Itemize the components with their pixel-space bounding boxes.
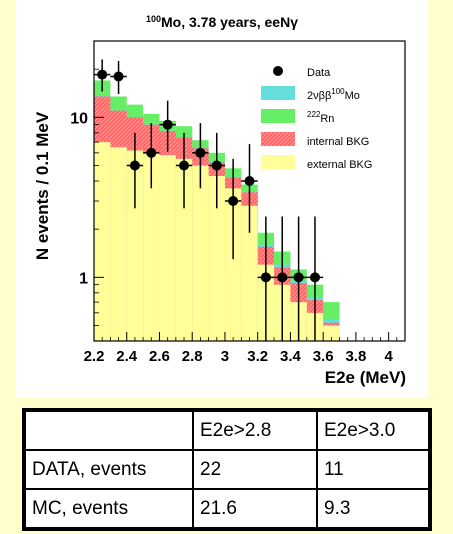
- data-point: [228, 195, 239, 206]
- y-tick-label: 1: [79, 270, 88, 287]
- table-header-cell: E2e>3.0: [316, 409, 431, 451]
- table-cell: 21.6: [192, 488, 318, 530]
- histogram-bar: [208, 175, 225, 341]
- data-point: [97, 69, 108, 80]
- data-point: [309, 272, 320, 283]
- data-point: [244, 176, 255, 187]
- x-tick-label: 3: [221, 348, 229, 365]
- data-point: [260, 272, 271, 283]
- y-tick-label: 10: [70, 110, 88, 127]
- data-point: [129, 160, 140, 171]
- table-cell: 22: [192, 449, 318, 490]
- table-cell: 11: [316, 449, 431, 490]
- y-axis-label: N events / 0.1 MeV: [33, 111, 52, 260]
- x-axis-label: E2e (MeV): [325, 368, 406, 387]
- legend-swatch: [261, 86, 295, 100]
- x-tick-label: 2.2: [84, 348, 105, 365]
- legend-label: Data: [307, 67, 331, 79]
- table-row: MC, events 21.6 9.3: [23, 488, 431, 530]
- x-tick-label: 2.8: [182, 348, 203, 365]
- data-point: [179, 160, 190, 171]
- histogram-bar: [323, 325, 340, 341]
- legend-data-marker: [273, 66, 283, 76]
- legend-label: external BKG: [307, 159, 372, 171]
- x-tick-label: 3.4: [280, 348, 302, 365]
- histogram-bar: [224, 188, 242, 341]
- legend-label: 2νββ100Mo: [307, 87, 360, 102]
- table-row: DATA, events 22 11: [23, 449, 431, 490]
- table-cell: DATA, events: [23, 449, 194, 490]
- histogram-bar: [192, 165, 209, 341]
- table-header-row: E2e>2.8 E2e>3.0: [23, 409, 431, 451]
- table-cell: 9.3: [316, 488, 431, 530]
- data-point: [211, 160, 222, 171]
- title-superscript: 100: [146, 14, 161, 24]
- table-header-cell: E2e>2.8: [192, 409, 318, 451]
- legend-swatch: [261, 109, 295, 123]
- histogram-bar: [110, 147, 127, 341]
- histogram-bar: [143, 152, 160, 341]
- data-point: [162, 119, 173, 130]
- x-tick-label: 3.6: [313, 348, 334, 365]
- table-cell: MC, events: [23, 488, 194, 530]
- table-header-cell: [23, 409, 194, 451]
- data-point: [113, 71, 124, 82]
- x-tick-label: 3.2: [247, 348, 268, 365]
- x-tick-label: 2.4: [116, 348, 138, 365]
- legend-label: internal BKG: [307, 136, 369, 148]
- legend-label: 222Rn: [307, 110, 334, 125]
- title-main: Mo, 3.78 years, eeNγ: [161, 14, 298, 30]
- data-point: [146, 147, 157, 158]
- data-point: [277, 272, 288, 283]
- x-tick-label: 2.6: [149, 348, 170, 365]
- histogram-bar: [159, 155, 176, 341]
- histogram-bar: [241, 205, 258, 341]
- legend-swatch: [261, 155, 295, 169]
- x-tick-label: 4: [384, 348, 393, 365]
- histogram-bar: [94, 142, 111, 341]
- x-tick-label: 3.8: [345, 348, 366, 365]
- chart-title: 100Mo, 3.78 years, eeNγ: [146, 14, 298, 30]
- histogram-bar: [126, 150, 144, 341]
- data-point: [293, 272, 304, 283]
- histogram-chart: 2.2 2.4 2.6 2.8 3 3.2 3.4 3.6 3.8 4 1 10 Data 2νββ10…: [33, 14, 406, 387]
- plot-panel: 2.2 2.4 2.6 2.8 3 3.2 3.4 3.6 3.8 4 1 10 Data 2νββ10…: [16, 0, 428, 398]
- legend-swatch-hatch: [261, 132, 295, 146]
- data-point: [195, 147, 206, 158]
- summary-table: E2e>2.8 E2e>3.0 DATA, events 22 11 MC, e…: [22, 408, 432, 531]
- histogram-bar: [175, 158, 193, 341]
